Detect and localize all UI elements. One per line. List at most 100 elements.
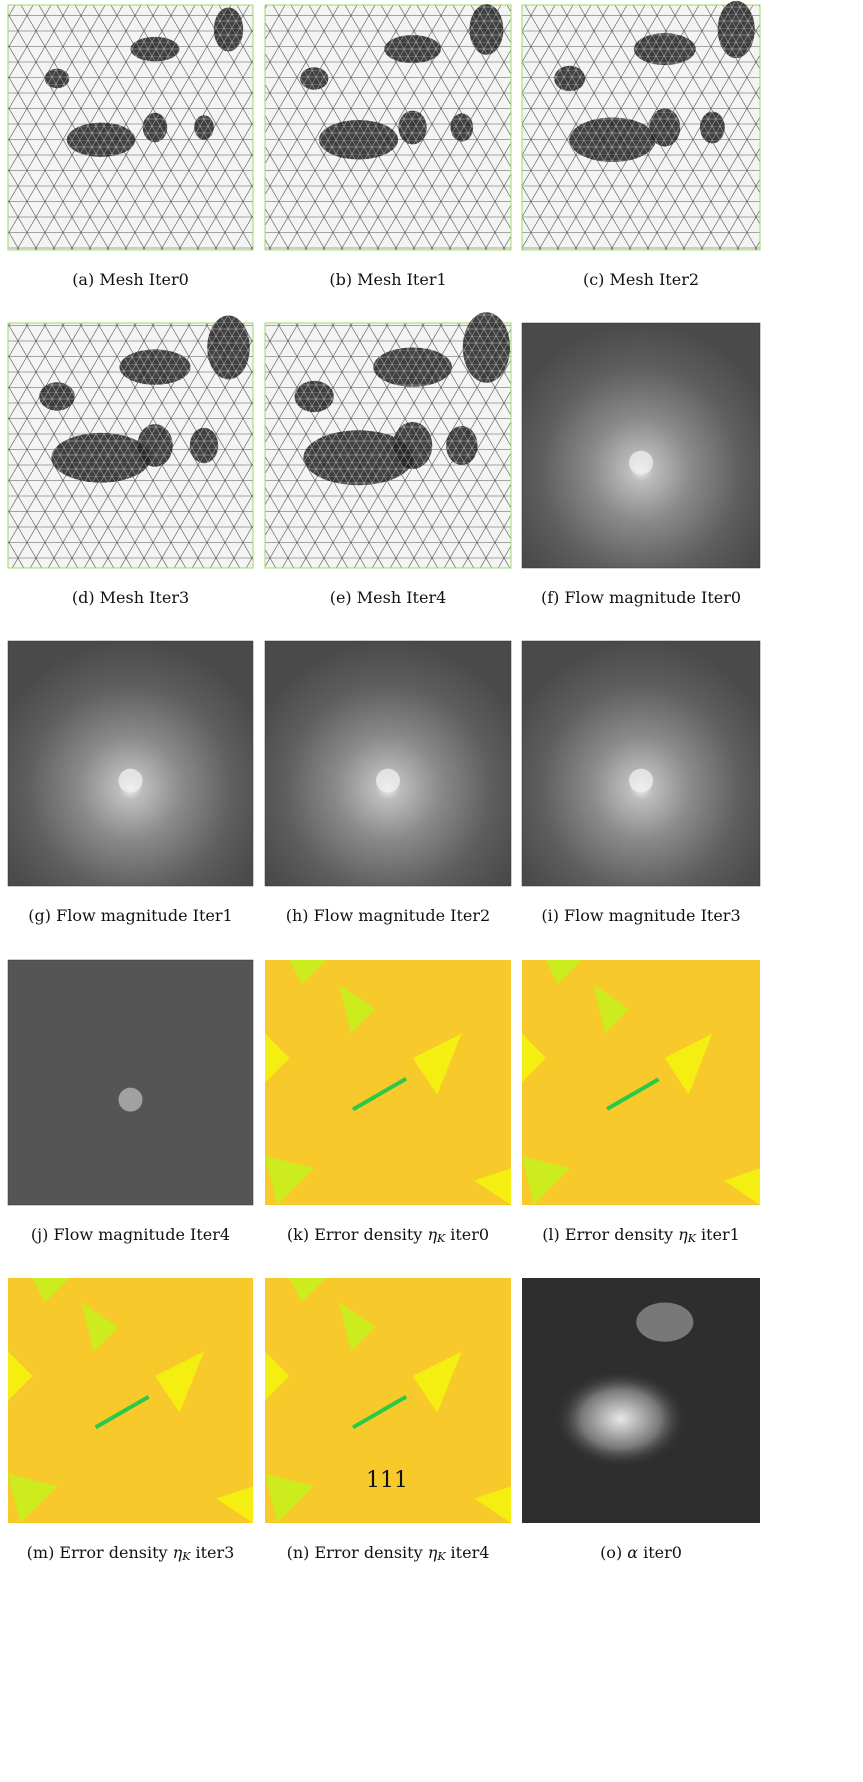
- caption-part: (b): [329, 270, 352, 289]
- caption-part: η: [428, 1543, 438, 1562]
- mesh-refinement: [189, 427, 219, 464]
- flow-hotspot: [376, 768, 400, 793]
- error-patch: [8, 1351, 33, 1401]
- mesh-refinement: [569, 117, 656, 163]
- mesh-refinement: [303, 430, 414, 486]
- caption: (h) Flow magnitude Iter2: [286, 906, 490, 925]
- caption-part: K: [687, 1232, 697, 1245]
- mesh-refinement: [392, 421, 433, 470]
- caption-part: (k): [287, 1225, 309, 1244]
- caption: (a) Mesh Iter0: [72, 270, 189, 289]
- error-patch: [545, 960, 582, 985]
- mesh-refinement: [318, 120, 399, 160]
- caption-part: Error density: [59, 1543, 167, 1562]
- mesh-refinement: [137, 424, 173, 467]
- mesh-refinement: [119, 349, 191, 385]
- mesh-refinement: [398, 110, 427, 145]
- error-streak: [351, 1076, 408, 1112]
- mesh-refinement: [213, 7, 244, 52]
- error-field: [8, 1278, 253, 1523]
- error-field: [522, 960, 760, 1205]
- caption: (b) Mesh Iter1: [329, 270, 446, 289]
- mesh-refinement: [649, 108, 681, 147]
- error-patch: [412, 1351, 462, 1413]
- alpha-glow: [636, 1302, 694, 1342]
- mesh-refinement: [450, 113, 474, 142]
- caption-part: α: [627, 1543, 638, 1562]
- error-patch: [474, 1168, 511, 1205]
- caption: (e) Mesh Iter4: [330, 588, 447, 607]
- caption: (j) Flow magnitude Iter4: [31, 1225, 230, 1244]
- flow-field: [521, 640, 761, 887]
- panel-image: [522, 960, 760, 1205]
- flow-hotspot: [118, 1087, 143, 1112]
- caption: (k) Error density ηK iter0: [287, 1225, 489, 1246]
- error-patch: [81, 1302, 119, 1352]
- caption-part: (o): [600, 1543, 622, 1562]
- flow-field: [264, 640, 512, 887]
- flow-field: [7, 640, 254, 887]
- error-patch: [289, 1278, 327, 1303]
- error-patch: [664, 1033, 713, 1095]
- caption: (o) α iter0: [600, 1543, 682, 1562]
- flow-field: [7, 959, 254, 1206]
- mesh-refinement: [294, 380, 334, 413]
- caption-part: iter3: [195, 1543, 234, 1562]
- error-patch: [265, 1156, 315, 1205]
- error-patch: [289, 960, 327, 985]
- caption-part: iter0: [450, 1225, 489, 1244]
- panel-image: [265, 1278, 511, 1523]
- caption-part: iter4: [451, 1543, 490, 1562]
- error-patch: [593, 984, 630, 1034]
- error-streak: [351, 1394, 408, 1430]
- caption-part: Mesh Iter3: [100, 588, 190, 607]
- error-field: [265, 960, 511, 1205]
- caption-part: Flow magnitude Iter1: [56, 906, 233, 925]
- page-number: 111: [366, 1468, 408, 1493]
- error-patch: [474, 1486, 511, 1523]
- mesh-refinement: [384, 35, 441, 64]
- mesh-refinement: [194, 115, 214, 140]
- caption-part: Mesh Iter1: [357, 270, 447, 289]
- error-patch: [522, 1033, 546, 1083]
- caption-part: (h): [286, 906, 309, 925]
- error-patch: [265, 1351, 290, 1401]
- error-patch: [412, 1033, 462, 1095]
- caption-part: (e): [330, 588, 352, 607]
- error-patch: [338, 1302, 376, 1352]
- panel-image: [264, 640, 512, 887]
- flow-hotspot: [629, 768, 653, 793]
- panel-image: [521, 322, 761, 569]
- caption-part: (j): [31, 1225, 48, 1244]
- caption: (f) Flow magnitude Iter0: [541, 588, 741, 607]
- caption-part: Mesh Iter2: [610, 270, 700, 289]
- panel-image: [264, 312, 512, 569]
- caption-part: (d): [72, 588, 95, 607]
- caption: (m) Error density ηK iter3: [27, 1543, 235, 1564]
- error-patch: [724, 1168, 760, 1205]
- caption-part: Flow magnitude Iter0: [564, 588, 741, 607]
- caption: (n) Error density ηK iter4: [287, 1543, 490, 1564]
- caption-part: Error density: [565, 1225, 673, 1244]
- mesh-refinement: [462, 312, 511, 383]
- caption: (c) Mesh Iter2: [583, 270, 699, 289]
- mesh-refinement: [700, 111, 725, 144]
- mesh-refinement: [142, 112, 168, 143]
- caption-part: (n): [287, 1543, 310, 1562]
- error-streak: [606, 1077, 660, 1111]
- caption-part: K: [436, 1232, 446, 1245]
- panel-image: [265, 960, 511, 1205]
- caption-part: (l): [542, 1225, 560, 1244]
- caption-part: Mesh Iter0: [99, 270, 189, 289]
- mesh-refinement: [207, 315, 250, 380]
- mesh-refinement: [633, 33, 696, 66]
- mesh-background: [7, 4, 254, 251]
- error-patch: [32, 1278, 70, 1303]
- caption-part: (a): [72, 270, 94, 289]
- error-patch: [265, 1033, 290, 1083]
- panel-image: [7, 959, 254, 1206]
- caption-part: (c): [583, 270, 604, 289]
- error-patch: [522, 1156, 570, 1205]
- caption: (g) Flow magnitude Iter1: [28, 906, 232, 925]
- mesh-refinement: [554, 65, 586, 92]
